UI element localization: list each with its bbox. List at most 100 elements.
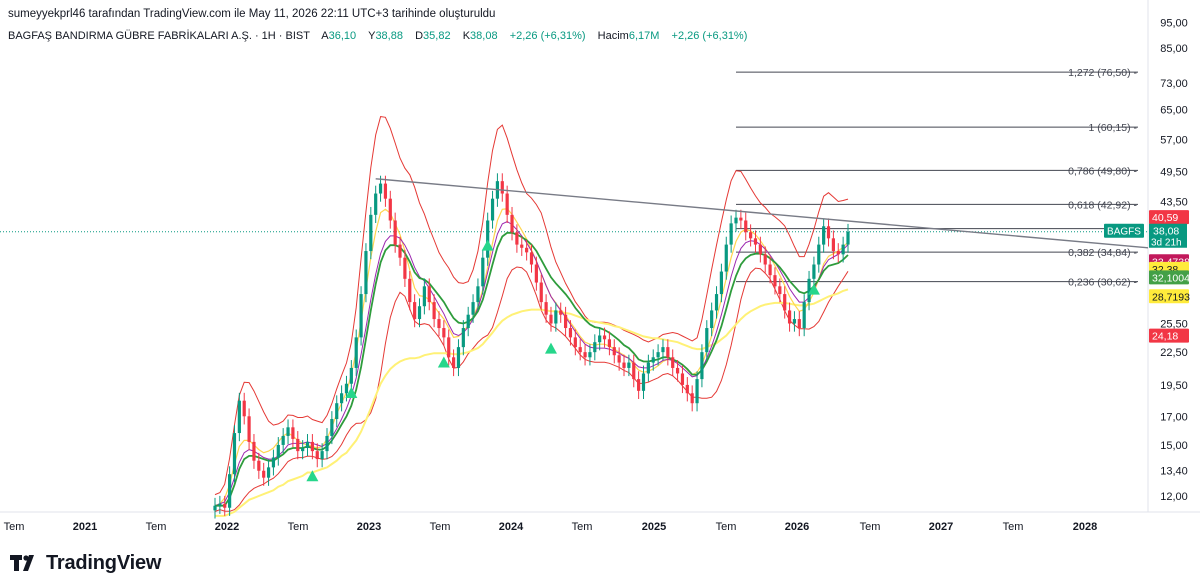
candle (768, 256, 772, 284)
tradingview-logo: TradingView (10, 551, 161, 575)
candle (447, 329, 451, 366)
candle-body (700, 352, 704, 380)
symbol-name[interactable]: BAGFAŞ BANDIRMA GÜBRE FABRİKALARI A.Ş. ·… (8, 30, 310, 42)
candle (612, 339, 616, 364)
candle-body (773, 275, 777, 287)
candle-body (822, 226, 826, 245)
candle (705, 320, 709, 361)
buy-signal-triangle (544, 342, 557, 354)
candle (549, 306, 553, 332)
y-tick-label: 49,50 (1160, 167, 1188, 179)
candle-body (417, 306, 422, 320)
candle-body (627, 362, 631, 368)
candle (817, 236, 821, 273)
ema-green-line (215, 231, 849, 507)
candle (700, 344, 704, 388)
x-tick-label: Tem (860, 521, 881, 533)
candle-body (719, 271, 723, 295)
candle (695, 371, 699, 412)
candle-body (807, 278, 811, 303)
candle (310, 434, 314, 460)
candle-body (393, 220, 397, 245)
symbol-tag-bg (1104, 223, 1144, 238)
candle (408, 270, 412, 311)
candle-body (223, 503, 227, 508)
price-tag: 40,59 (1149, 210, 1189, 225)
candle-body (734, 217, 738, 224)
candle (223, 495, 227, 516)
candle-body (802, 302, 806, 329)
open-value: 36,10 (328, 30, 357, 42)
candle (471, 294, 475, 323)
candle (578, 339, 582, 361)
candle (476, 278, 480, 311)
x-tick-label: 2024 (499, 521, 524, 533)
open-label: A (321, 30, 329, 42)
candle-body (422, 286, 426, 307)
candle-body (710, 310, 714, 329)
candle-body (529, 252, 534, 265)
candle (758, 236, 762, 263)
ema-yellow-line (215, 288, 849, 517)
candle-body (525, 247, 529, 253)
candle-body (510, 214, 514, 233)
high-value: 38,88 (375, 30, 403, 42)
candle-body (413, 302, 417, 320)
candle (836, 243, 840, 263)
candle-body (340, 393, 344, 404)
candle (729, 215, 733, 253)
candle-body (666, 347, 670, 358)
candle (637, 371, 641, 399)
candle (641, 365, 646, 399)
candle (383, 175, 388, 207)
close-label: K (462, 30, 471, 42)
candle-body (617, 355, 621, 363)
candle-body (841, 244, 845, 255)
y-tick-label: 95,00 (1160, 18, 1188, 30)
candle (534, 256, 538, 291)
buy-signal-triangle (481, 239, 494, 251)
candle (374, 185, 378, 223)
candle-body (641, 373, 646, 391)
candle (422, 278, 426, 315)
buy-signal-triangle (345, 387, 358, 399)
candle-body (846, 231, 850, 245)
candle-body (646, 362, 650, 374)
candle-body (602, 335, 607, 340)
candle (714, 286, 719, 319)
y-tick-label: 17,00 (1160, 411, 1188, 423)
candle-body (257, 460, 261, 471)
candle-body (612, 347, 616, 356)
candle-body (330, 419, 334, 436)
volume-change-value: +2,26 (+6,31%) (671, 30, 748, 42)
candle-body (237, 400, 241, 434)
candle-body (724, 244, 728, 272)
x-tick-label: Tem (146, 521, 167, 533)
candle (257, 452, 261, 479)
candle-body (281, 435, 285, 445)
candle-body (792, 319, 797, 324)
candle (671, 349, 675, 377)
y-tick-label: 15,00 (1160, 440, 1188, 452)
x-tick-label: Tem (1003, 521, 1024, 533)
bar-countdown: 3d 21h (1151, 238, 1182, 249)
candle (432, 294, 436, 328)
y-tick-label: 13,40 (1160, 466, 1188, 478)
candle-body (675, 367, 680, 374)
candle-body (403, 257, 407, 279)
candle-body (320, 451, 324, 460)
candle-body (481, 257, 485, 287)
candle (359, 286, 363, 346)
candle (588, 344, 592, 366)
candle-body (383, 183, 388, 199)
candle-body (637, 379, 641, 391)
candle (812, 256, 816, 287)
bollinger-upper-band (214, 116, 849, 496)
x-tick-label: Tem (572, 521, 593, 533)
candle (252, 434, 256, 469)
candle (413, 294, 417, 328)
candle-body (218, 503, 222, 506)
candle-body (505, 193, 509, 215)
